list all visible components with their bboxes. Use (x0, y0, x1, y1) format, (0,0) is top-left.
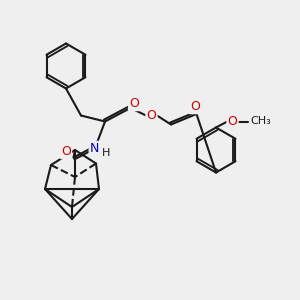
Text: O: O (129, 97, 139, 110)
Text: O: O (190, 100, 200, 113)
Text: CH₃: CH₃ (250, 116, 271, 127)
Text: O: O (61, 145, 71, 158)
Text: O: O (147, 109, 156, 122)
Text: O: O (228, 115, 237, 128)
Text: H: H (102, 148, 110, 158)
Text: N: N (90, 142, 99, 155)
